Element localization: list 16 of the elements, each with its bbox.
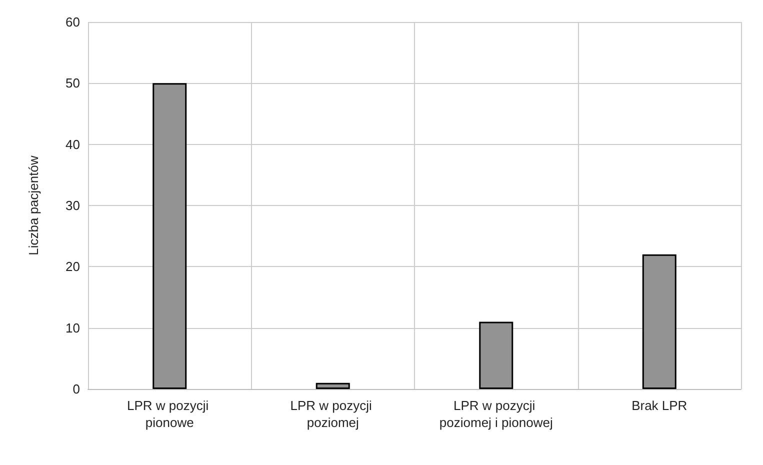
x-tick-label: LPR w pozycji poziomej i pionowej [439,398,553,430]
y-tick-label: 20 [66,259,80,274]
x-tick-label: Brak LPR [632,398,688,413]
bar [642,254,676,389]
y-tick-label: 10 [66,320,80,336]
y-tick-label: 50 [66,76,80,91]
bar [152,83,187,389]
y-tick-label: 0 [72,382,80,396]
y-axis-title: Liczba pacjentów [26,155,41,256]
bar [479,322,514,389]
bar [316,382,350,389]
x-tick-label: LPR w pozycji poziomej [290,398,376,430]
y-tick-label: 60 [66,14,80,30]
y-tick-label: 40 [66,136,80,152]
y-tick-label: 30 [66,198,80,213]
x-tick-label: LPR w pozycji pionowe [127,398,212,430]
